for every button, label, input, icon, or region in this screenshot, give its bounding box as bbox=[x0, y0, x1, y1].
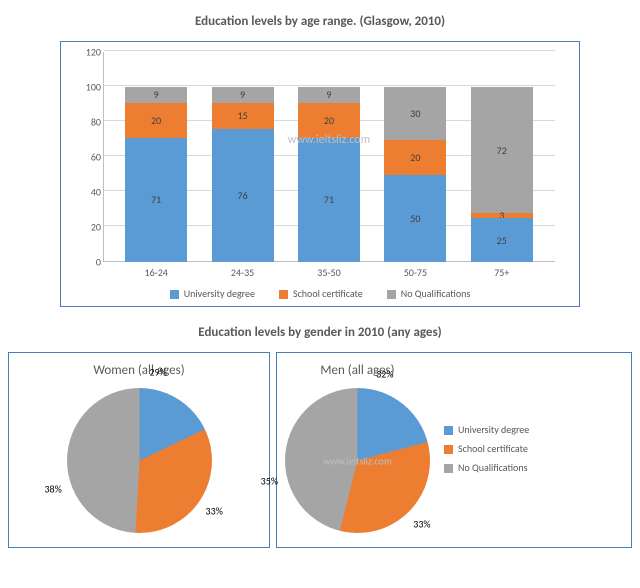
legend-swatch bbox=[387, 290, 396, 299]
x-label: 24-35 bbox=[212, 266, 274, 279]
pie-legend: University degree School certificate No Qu… bbox=[444, 423, 529, 474]
gridline bbox=[104, 50, 555, 51]
legend-item: University degree bbox=[170, 287, 255, 300]
bar-segment-university: 50 bbox=[384, 175, 446, 263]
legend-item: School certificate bbox=[444, 442, 529, 455]
bar-segment-university: 71 bbox=[125, 138, 187, 262]
bar-group: 502030 bbox=[384, 87, 446, 262]
y-tick: 60 bbox=[91, 151, 101, 164]
bar-segment-noqual: 9 bbox=[212, 87, 274, 103]
bar-group: 71209 bbox=[125, 87, 187, 262]
bar-segment-school: 15 bbox=[212, 103, 274, 129]
pie-slice-label: 35% bbox=[261, 474, 278, 487]
legend-item: No Qualifications bbox=[387, 287, 471, 300]
legend-swatch bbox=[170, 290, 179, 299]
bar-segment-noqual: 9 bbox=[298, 87, 360, 103]
watermark-text: www.ieltsliz.com bbox=[323, 454, 392, 467]
bar-groups: 71209761597120950203025372 bbox=[103, 52, 555, 262]
x-label: 16-24 bbox=[125, 266, 187, 279]
bar-group: 71209 bbox=[298, 87, 360, 262]
pie-slice-label: 33% bbox=[413, 518, 430, 531]
y-tick: 40 bbox=[91, 186, 101, 199]
y-tick: 0 bbox=[96, 256, 101, 269]
pie-panel: Men (all ages) 32%33%35%www.ieltsliz.com U… bbox=[276, 352, 632, 548]
legend-swatch bbox=[444, 464, 453, 473]
bar-segment-noqual: 72 bbox=[471, 87, 533, 213]
legend-item: School certificate bbox=[279, 287, 363, 300]
legend-swatch bbox=[279, 290, 288, 299]
bar-legend: University degree School certificate No Qu… bbox=[75, 279, 565, 304]
bar-segment-noqual: 30 bbox=[384, 87, 446, 140]
bar-segment-school: 20 bbox=[125, 103, 187, 138]
bar-segment-noqual: 9 bbox=[125, 87, 187, 103]
bar-group: 76159 bbox=[212, 87, 274, 262]
pie-title: Women (all ages) bbox=[67, 363, 212, 378]
pie-row: Women (all ages)29%33%38%Men (all ages)3… bbox=[8, 352, 632, 548]
legend-swatch bbox=[444, 426, 453, 435]
pie-wrap: 29%33%38% bbox=[67, 388, 212, 533]
x-label: 75+ bbox=[471, 266, 533, 279]
bar-segment-university: 25 bbox=[471, 218, 533, 262]
legend-item: University degree bbox=[444, 423, 529, 436]
bar-segment-university: 76 bbox=[212, 129, 274, 262]
bar-segment-university: 71 bbox=[298, 138, 360, 262]
pie-wrap: 32%33%35%www.ieltsliz.com bbox=[285, 388, 430, 533]
y-axis: 020406080100120 bbox=[75, 52, 101, 262]
bar-chart-panel: 020406080100120 712097615971209502030253… bbox=[60, 41, 580, 307]
bar-segment-school: 20 bbox=[298, 103, 360, 138]
bar-segment-school: 20 bbox=[384, 140, 446, 175]
pie-slice-label: 33% bbox=[206, 504, 223, 517]
pies-title: Education levels by gender in 2010 (any … bbox=[8, 325, 632, 340]
pie-slice-label: 29% bbox=[149, 366, 166, 379]
pie-slice-label: 38% bbox=[44, 483, 61, 496]
y-tick: 120 bbox=[86, 46, 101, 59]
pie-title: Men (all ages) bbox=[285, 363, 430, 378]
y-tick: 80 bbox=[91, 116, 101, 129]
pie-slice-label: 32% bbox=[376, 368, 393, 381]
x-label: 35-50 bbox=[298, 266, 360, 279]
bar-group: 25372 bbox=[471, 87, 533, 262]
pie-panel: Women (all ages)29%33%38% bbox=[8, 352, 270, 548]
legend-swatch bbox=[444, 445, 453, 454]
y-tick: 20 bbox=[91, 221, 101, 234]
y-tick: 100 bbox=[86, 81, 101, 94]
x-label: 50-75 bbox=[384, 266, 446, 279]
bar-chart-title: Education levels by age range. (Glasgow,… bbox=[8, 14, 632, 29]
bar-plot-area: 020406080100120 712097615971209502030253… bbox=[103, 52, 555, 262]
legend-item: No Qualifications bbox=[444, 461, 529, 474]
pie-chart bbox=[67, 388, 212, 533]
x-axis: 16-24 24-35 35-50 50-75 75+ bbox=[103, 262, 555, 279]
